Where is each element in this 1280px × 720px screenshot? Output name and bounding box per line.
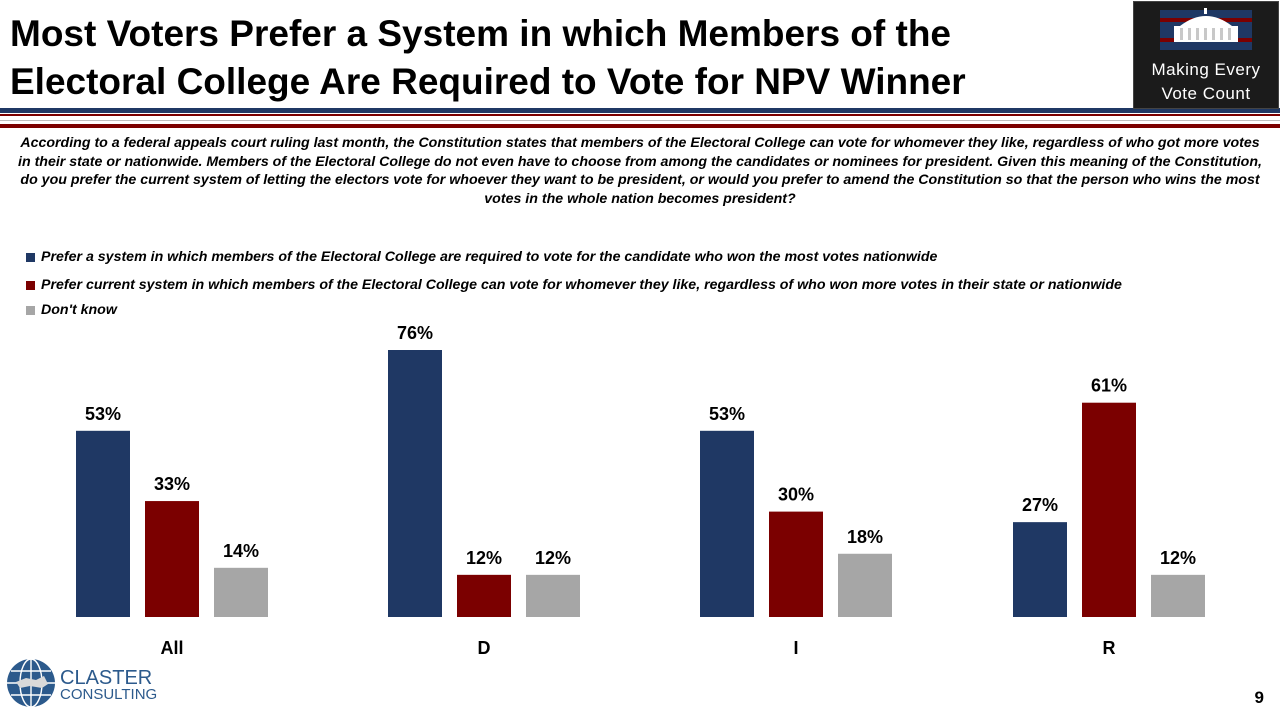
company-name: CLASTER [60, 667, 153, 689]
logo-text-line-1: Making Every [1151, 60, 1261, 79]
bar-i-series-3 [838, 553, 892, 617]
bar-d-series-1 [388, 350, 442, 617]
legend-item-current: Prefer current system in which members o… [26, 276, 1122, 294]
data-label-r-series-3: 12% [1160, 548, 1196, 568]
data-label-all-series-2: 33% [154, 474, 190, 494]
data-label-r-series-1: 27% [1022, 495, 1058, 515]
making-every-vote-count-logo: Making Every Vote Count [1133, 1, 1279, 109]
data-label-all-series-3: 14% [223, 541, 259, 561]
bar-r-series-1 [1013, 522, 1067, 617]
survey-question: According to a federal appeals court rul… [18, 135, 1262, 207]
category-label-all: All [160, 638, 183, 658]
data-label-i-series-2: 30% [778, 485, 814, 505]
bar-r-series-2 [1082, 402, 1136, 617]
bar-i-series-2 [769, 511, 823, 617]
title-line-2: Electoral College Are Required to Vote f… [10, 61, 966, 102]
claster-consulting-logo: CLASTER CONSULTING [6, 652, 166, 714]
bar-all-series-1 [76, 430, 130, 617]
data-label-i-series-1: 53% [709, 404, 745, 424]
data-label-d-series-3: 12% [535, 548, 571, 568]
legend-item-dont-know: Don't know [26, 301, 117, 319]
legend-swatch-navy [26, 252, 35, 262]
legend-label-required: Prefer a system in which members of the … [41, 249, 938, 265]
globe-icon [7, 658, 55, 708]
header-rule-navy [0, 108, 1280, 113]
legend-label-dont-know: Don't know [41, 302, 117, 318]
company-subname: CONSULTING [60, 686, 158, 703]
page-title: Most Voters Prefer a System in which Mem… [10, 10, 1110, 106]
legend-item-required: Prefer a system in which members of the … [26, 248, 937, 266]
white-house-icon [1160, 8, 1252, 50]
category-label-d: D [478, 638, 491, 658]
bar-all-series-2 [145, 501, 199, 617]
header-rule-red [0, 124, 1280, 128]
bar-i-series-1 [700, 430, 754, 617]
data-label-i-series-3: 18% [847, 527, 883, 547]
legend-swatch-red [26, 280, 35, 290]
data-label-all-series-1: 53% [85, 404, 121, 424]
legend-swatch-gray [26, 305, 35, 315]
header-rule-gray [0, 120, 1280, 121]
bar-d-series-2 [457, 574, 511, 617]
page-number: 9 [1254, 688, 1264, 707]
bar-chart: 53% 33% 14% All 76% 12% 12% D 53% 30% 18% I 27% 61% 12… [76, 323, 1205, 658]
category-label-r: R [1103, 638, 1116, 658]
logo-text-line-2: Vote Count [1161, 84, 1251, 103]
bar-r-series-3 [1151, 574, 1205, 617]
data-label-r-series-2: 61% [1091, 376, 1127, 396]
legend-label-current: Prefer current system in which members o… [41, 277, 1122, 293]
bar-all-series-3 [214, 567, 268, 617]
category-label-i: I [793, 638, 798, 658]
data-label-d-series-2: 12% [466, 548, 502, 568]
header-rule-red-thin [0, 114, 1280, 116]
data-label-d-series-1: 76% [397, 323, 433, 343]
title-line-1: Most Voters Prefer a System in which Mem… [10, 13, 952, 54]
bar-d-series-3 [526, 574, 580, 617]
